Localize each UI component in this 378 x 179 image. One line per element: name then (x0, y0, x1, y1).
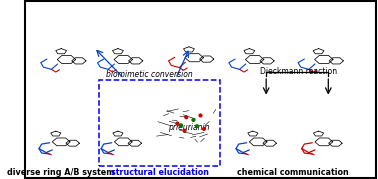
Text: diverse ring A/B system: diverse ring A/B system (6, 168, 114, 177)
Point (191, 118, 197, 121)
Point (194, 125, 200, 128)
Text: structural elucidation: structural elucidation (111, 168, 209, 177)
Point (183, 116, 189, 119)
Point (181, 129, 187, 132)
Point (174, 122, 180, 125)
Bar (99, 80, 220, 166)
Point (178, 124, 184, 127)
Text: biomimetic conversion: biomimetic conversion (105, 70, 192, 79)
Text: Dieckmann reaction: Dieckmann reaction (260, 67, 337, 76)
Point (201, 127, 207, 130)
Point (197, 114, 203, 117)
Text: chemical communication: chemical communication (237, 168, 349, 177)
Text: prieurianin: prieurianin (168, 124, 210, 132)
